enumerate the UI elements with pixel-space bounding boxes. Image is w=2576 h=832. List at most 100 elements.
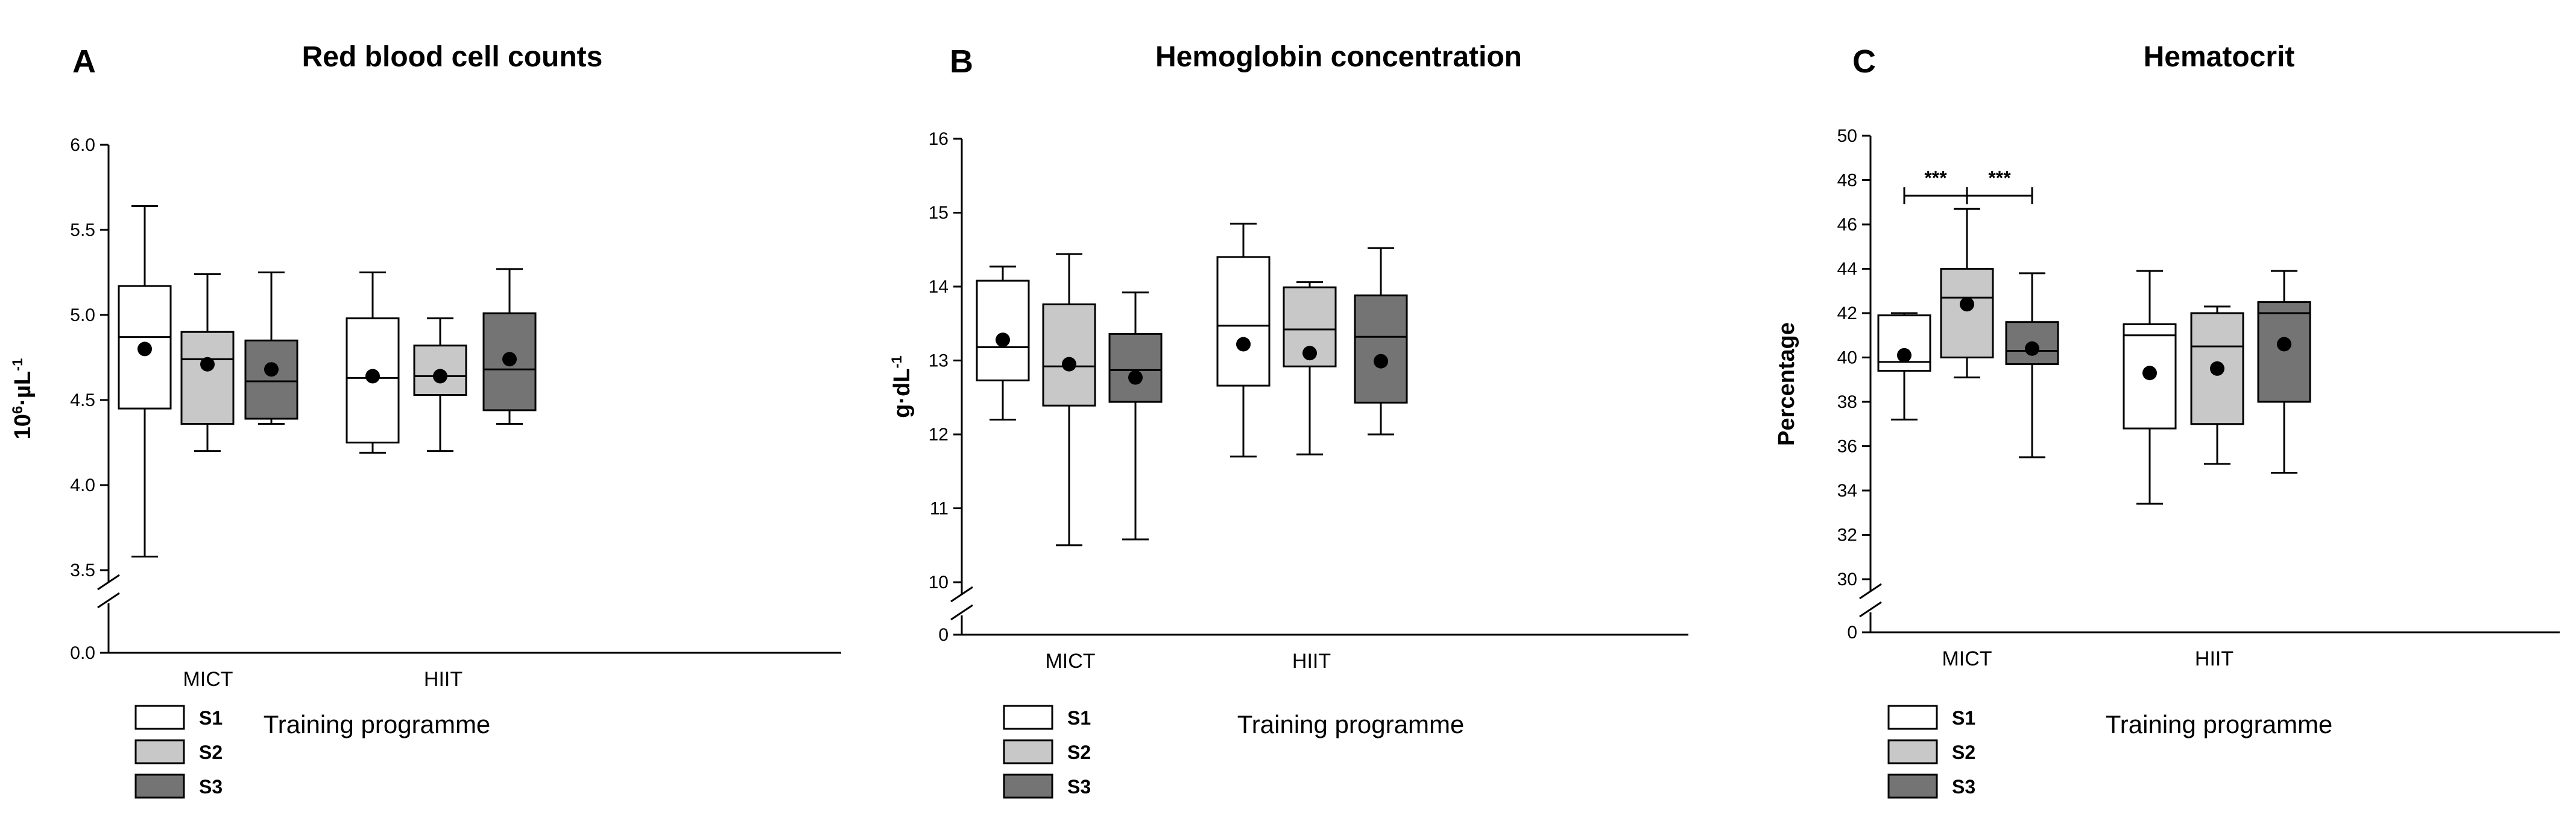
box-s3-mict	[1108, 291, 1163, 541]
panel-c: C Hematocrit 50 48 46 44 42 40 38 36 34 32 30 0 Percen…	[1774, 41, 2560, 799]
category-label: HIIT	[424, 668, 462, 691]
box-s2-hiit	[1283, 281, 1337, 456]
box-iqr	[244, 339, 298, 420]
significance-bracket: ***	[1903, 167, 1968, 205]
mean-point	[996, 332, 1010, 348]
box-s3-hiit	[1354, 247, 1408, 436]
y-axis-label-part: 10	[10, 414, 36, 439]
y-tick-label: 4.5	[70, 390, 95, 410]
y-tick-label: 0	[938, 625, 949, 645]
y-axis-label-part: 6	[10, 406, 26, 414]
mean-point	[137, 341, 152, 357]
y-tick-label: 10	[929, 573, 949, 592]
y-tick-label: 34	[1837, 481, 1857, 501]
category-label: MICT	[183, 668, 233, 691]
legend-item-s3: S3	[134, 773, 223, 799]
y-axis-label: Percentage	[1774, 322, 1799, 446]
y-axis-label-part: Percentage	[1774, 322, 1799, 446]
box-s3-mict	[2005, 272, 2059, 459]
box-s2-mict	[1940, 208, 1994, 379]
y-tick-label: 50	[1837, 126, 1857, 146]
y-tick-label: 6.0	[70, 135, 95, 155]
mean-point	[2025, 341, 2039, 356]
mean-point	[1062, 357, 1076, 372]
y-tick-label: 4.0	[70, 475, 95, 495]
y-tick-label: 3.5	[70, 560, 95, 580]
chart-title: Hematocrit	[2144, 41, 2295, 73]
box-s1-mict	[976, 265, 1030, 421]
legend-item-s2: S2	[134, 739, 223, 764]
axis-break-mark	[1859, 583, 1882, 600]
box-s2-hiit	[2190, 305, 2244, 465]
y-axis-label-part: -1	[10, 358, 26, 371]
box-iqr	[2257, 301, 2311, 403]
legend-label: S3	[1067, 776, 1091, 798]
y-tick-label: 5.5	[70, 220, 95, 240]
legend-item-s1: S1	[134, 705, 223, 730]
box-iqr	[976, 279, 1030, 382]
legend-label: S1	[1952, 707, 1975, 729]
y-tick-label: 36	[1837, 437, 1857, 457]
box-s3-hiit	[2257, 270, 2311, 474]
legend-swatch	[1003, 739, 1053, 764]
x-axis-label: Training programme	[264, 710, 491, 738]
mean-point	[433, 369, 447, 384]
y-tick-label: 46	[1837, 215, 1857, 235]
category-label: HIIT	[1292, 650, 1331, 673]
significance-label: ***	[1924, 167, 1947, 189]
box-iqr	[1354, 294, 1408, 404]
y-tick-label: 44	[1837, 259, 1857, 279]
box-s1-mict	[118, 205, 172, 557]
box-s2-mict	[1042, 253, 1096, 547]
mean-point	[1128, 370, 1143, 385]
legend-label: S2	[1952, 741, 1975, 763]
box-s1-hiit	[346, 272, 400, 454]
y-axis-label-part: g·dL	[889, 369, 915, 418]
mean-point	[1374, 354, 1388, 369]
legend-swatch	[1887, 773, 1938, 799]
mean-point	[1960, 297, 1974, 312]
panel-letter: A	[72, 43, 96, 80]
box-iqr	[1216, 256, 1271, 387]
legend-swatch	[1887, 739, 1938, 764]
y-tick-label: 11	[930, 499, 949, 519]
mean-point	[1897, 348, 1911, 363]
y-tick-label: 0.0	[70, 643, 95, 663]
axis-break-mark	[950, 586, 973, 603]
mean-point	[264, 362, 279, 377]
axis-break-mark	[1859, 601, 1882, 618]
panel-letter: B	[950, 43, 973, 80]
axis-break-mark	[950, 604, 973, 621]
mean-point	[2277, 337, 2291, 352]
y-tick-label: 15	[929, 203, 949, 223]
y-axis-label-part: -1	[889, 355, 905, 368]
box-iqr	[1108, 332, 1163, 403]
mean-point	[1302, 346, 1317, 361]
category-label: MICT	[1045, 650, 1095, 673]
box-s3-hiit	[482, 268, 537, 425]
significance-label: ***	[1988, 167, 2011, 189]
mean-point	[2142, 366, 2157, 381]
y-tick-label: 38	[1837, 392, 1857, 412]
legend-item-s3: S3	[1003, 773, 1091, 799]
y-tick-label: 32	[1837, 526, 1857, 545]
y-tick-label: 0	[1847, 623, 1857, 643]
category-label: MICT	[1942, 647, 1992, 670]
y-tick-label: 5.0	[70, 305, 95, 325]
box-iqr	[1042, 303, 1096, 407]
y-tick-label: 40	[1837, 348, 1857, 368]
legend-swatch	[1887, 705, 1938, 730]
axis-break-mark	[97, 574, 120, 591]
legend-label: S1	[199, 707, 223, 729]
y-axis-label-part: ·µL	[10, 371, 36, 406]
box-iqr	[180, 331, 235, 425]
legend-item-s3: S3	[1887, 773, 1975, 799]
y-tick-label: 42	[1837, 303, 1857, 323]
box-iqr	[1940, 268, 1994, 358]
legend-swatch	[1003, 705, 1053, 730]
box-s1-hiit	[2123, 270, 2177, 505]
legend-swatch	[134, 773, 185, 799]
mean-point	[365, 369, 380, 384]
x-axis-label: Training programme	[2106, 710, 2333, 738]
